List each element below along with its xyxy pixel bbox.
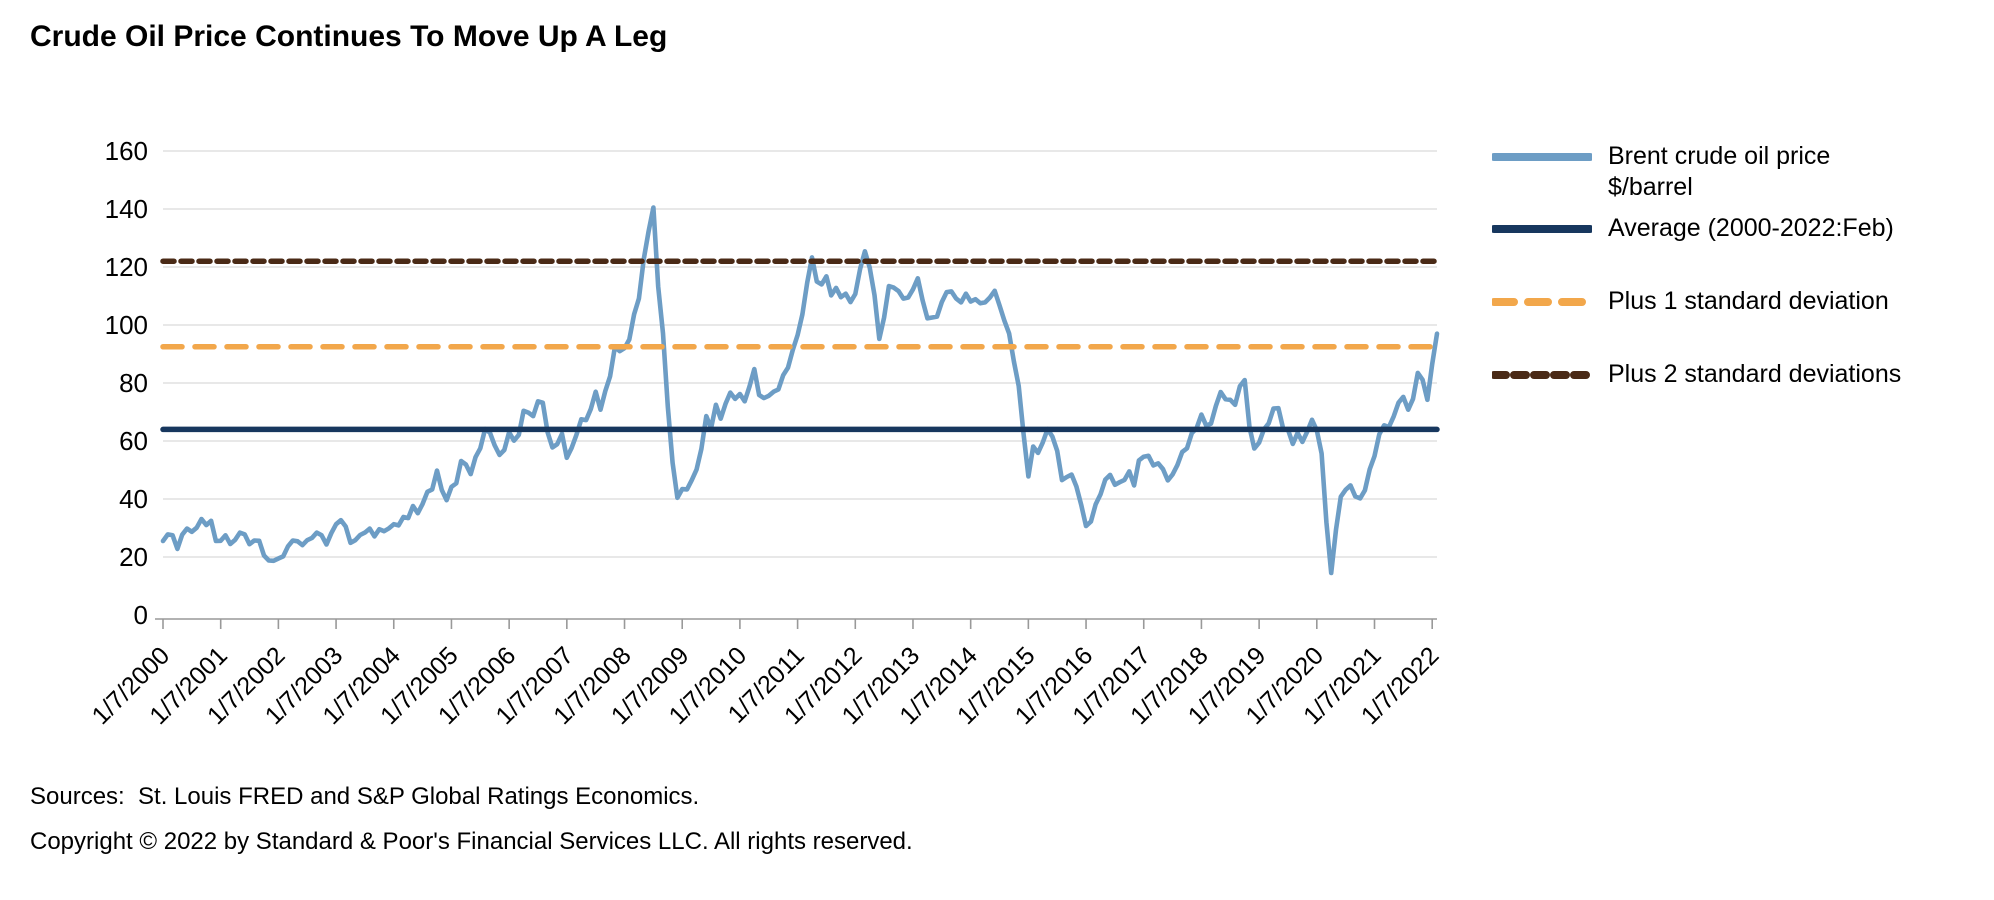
legend-label-line1: Brent crude oil price: [1608, 142, 1831, 170]
legend-item-brent: Brent crude oil price $/barrel: [1492, 141, 1987, 203]
legend-item-plus1sd: Plus 1 standard deviation: [1492, 286, 1987, 317]
y-axis-label: 20: [119, 542, 148, 572]
legend-label: Plus 1 standard deviation: [1608, 287, 1889, 315]
plus2sd-dashed-line-swatch-icon: [1492, 359, 1592, 390]
legend-label: Plus 2 standard deviations: [1608, 360, 1902, 388]
y-axis-label: 80: [119, 368, 148, 398]
y-axis-label: 0: [134, 600, 148, 630]
series-line-brent: [160, 205, 1440, 576]
y-axis-label: 100: [105, 310, 148, 340]
brent-line-swatch-icon: [1492, 141, 1592, 172]
plus1sd-dashed-line-swatch-icon: [1492, 286, 1592, 317]
y-axis-label: 40: [119, 484, 148, 514]
legend-label: Brent crude oil price $/barrel: [1608, 141, 1830, 203]
chart-title: Crude Oil Price Continues To Move Up A L…: [30, 20, 668, 53]
y-axis-label: 60: [119, 426, 148, 456]
y-axis-label: 120: [105, 252, 148, 282]
average-line-swatch-icon: [1492, 213, 1592, 244]
legend-item-plus2sd: Plus 2 standard deviations: [1492, 359, 1987, 390]
sources-text: Sources: St. Louis FRED and S&P Global R…: [30, 783, 700, 810]
legend-item-average: Average (2000-2022:Feb): [1492, 213, 1987, 244]
y-axis-label: 160: [105, 136, 148, 166]
legend-label-line2: $/barrel: [1608, 173, 1693, 201]
copyright-text: Copyright © 2022 by Standard & Poor's Fi…: [30, 828, 913, 855]
y-axis-label: 140: [105, 194, 148, 224]
chart-legend: Brent crude oil price $/barrel Average (2…: [1492, 141, 1987, 390]
legend-label: Average (2000-2022:Feb): [1608, 214, 1894, 242]
